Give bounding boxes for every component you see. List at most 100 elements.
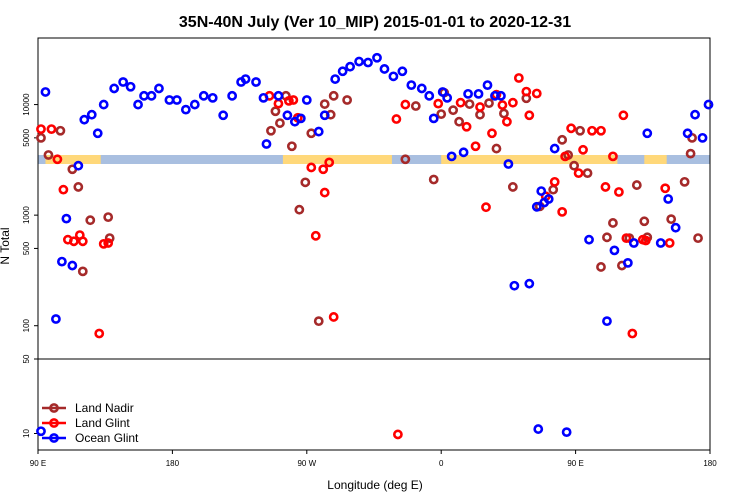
land-glint-point — [664, 238, 675, 248]
land-glint-point — [52, 154, 63, 165]
y-tick-label: 100 — [22, 318, 31, 332]
ocean-glint-point — [36, 426, 46, 437]
ocean-glint-point — [458, 147, 469, 158]
ocean-glint-point — [397, 66, 408, 77]
ocean-glint-point — [154, 83, 164, 94]
ocean-glint-point — [240, 74, 251, 84]
land-glint-point — [98, 238, 109, 249]
land-glint-point — [497, 100, 508, 110]
ocean-glint-point — [622, 257, 633, 268]
land-nadir-point — [270, 106, 281, 117]
land-glint-point — [566, 123, 577, 134]
land-band — [644, 155, 667, 164]
land-nadir-point — [85, 215, 96, 226]
land-glint-point — [627, 328, 638, 339]
legend-swatch-marker — [49, 403, 59, 413]
ocean-glint-point — [79, 114, 90, 125]
land-glint-point — [502, 116, 512, 127]
land-nadir-point — [410, 101, 421, 111]
ocean-glint-point — [207, 92, 218, 103]
data-points — [36, 52, 714, 440]
ocean-glint-point — [536, 186, 547, 196]
land-nadir-point — [569, 160, 580, 171]
ocean-glint-point — [133, 99, 143, 110]
ocean-glint-point — [628, 238, 639, 248]
land-glint-point — [600, 182, 611, 192]
ocean-glint-point — [189, 99, 200, 110]
ocean-glint-point — [180, 104, 191, 115]
land-glint-point — [433, 98, 444, 109]
land-glint-point — [310, 230, 321, 241]
x-axis-label: Longitude (deg E) — [327, 478, 422, 492]
ocean-glint-point — [428, 113, 439, 124]
plot-frame — [37, 37, 711, 451]
ocean-glint-point — [330, 74, 341, 84]
land-glint-point — [324, 157, 335, 168]
x-tick-label: 0 — [439, 459, 444, 468]
ocean-glint-point — [282, 110, 293, 121]
ocean-glint-point — [561, 427, 572, 438]
ocean-glint-point — [703, 99, 714, 110]
land-nadir-point — [400, 154, 411, 165]
ocean-glint-point — [531, 201, 542, 212]
land-glint-point — [560, 151, 571, 162]
land-band — [441, 155, 618, 164]
ocean-glint-point — [92, 128, 103, 139]
legend-label: Land Nadir — [75, 401, 134, 415]
ocean-glint-point — [496, 90, 506, 101]
land-glint-point — [513, 73, 524, 83]
ocean-glint-point — [86, 109, 97, 120]
land-nadir-point — [428, 174, 439, 185]
land-glint-point — [621, 233, 632, 243]
ocean-glint-point — [543, 194, 554, 204]
land-nadir-point — [507, 182, 518, 192]
land-nadir-point — [313, 316, 324, 327]
land-nadir-point — [666, 214, 677, 225]
ocean-glint-point — [51, 314, 61, 324]
land-glint-point — [77, 236, 88, 247]
land-glint-point — [596, 125, 606, 136]
ocean-glint-point — [690, 109, 700, 120]
land-glint-point — [455, 97, 466, 108]
ocean-glint-point — [227, 90, 238, 101]
land-glint-point — [549, 176, 560, 187]
land-nadir-point — [608, 218, 618, 228]
ocean-glint-point — [171, 95, 182, 105]
ocean-glint-point — [73, 160, 84, 171]
legend-swatch-marker — [49, 418, 59, 428]
land-nadir-point — [286, 141, 297, 152]
land-glint-point — [578, 144, 588, 155]
land-glint-point — [58, 184, 69, 195]
legend-label: Ocean Glint — [75, 431, 139, 445]
legend-label: Land Glint — [75, 416, 130, 430]
ocean-glint-point — [363, 57, 373, 68]
ocean-glint-point — [118, 77, 129, 87]
land-glint-point — [36, 124, 46, 135]
land-glint-point — [487, 128, 497, 139]
land-nadir-point — [266, 125, 276, 136]
ocean-glint-point — [670, 222, 681, 233]
ocean-glint-point — [463, 88, 473, 99]
y-tick-label: 10 — [22, 428, 31, 437]
land-nadir-point — [582, 168, 593, 179]
land-glint-point — [288, 95, 299, 105]
land-nadir-point — [631, 180, 642, 190]
land-nadir-point — [319, 99, 330, 109]
land-glint-point — [507, 97, 518, 108]
ocean-glint-point — [503, 159, 514, 169]
land-nadir-point — [454, 116, 465, 127]
land-nadir-point — [596, 262, 606, 272]
land-nadir-point — [294, 204, 305, 215]
land-band — [282, 155, 392, 164]
land-nadir-point — [342, 95, 353, 105]
ocean-glint-point — [549, 143, 560, 154]
x-tick-label: 90 W — [297, 459, 316, 468]
land-nadir-point — [464, 99, 475, 109]
land-glint-point — [68, 236, 79, 247]
land-glint-point — [531, 88, 542, 99]
land-glint-point — [557, 206, 568, 217]
ocean-glint-point — [354, 56, 364, 67]
land-nadir-point — [104, 233, 115, 243]
